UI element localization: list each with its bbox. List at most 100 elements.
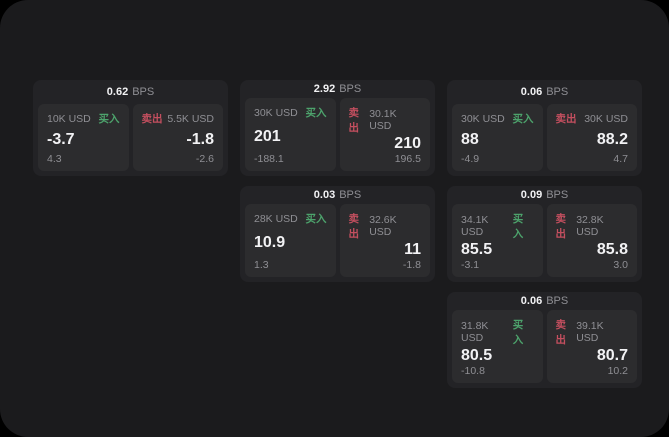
sell-delta: 10.2 xyxy=(607,365,628,377)
card-header: 0.06 BPS xyxy=(452,80,637,104)
buy-panel[interactable]: 30K USD 买入 88 -4.9 xyxy=(452,104,543,171)
buy-panel-top: 30K USD 买入 xyxy=(461,111,534,126)
buy-label[interactable]: 买入 xyxy=(512,113,534,125)
sell-delta: 4.7 xyxy=(613,153,628,165)
buy-delta: -3.1 xyxy=(461,259,480,271)
sell-label[interactable]: 卖出 xyxy=(555,319,567,347)
quote-card: 2.92 BPS 30K USD 买入 201 -188.1 卖出 30.1K … xyxy=(240,80,435,176)
sell-panel-top: 卖出 5.5K USD xyxy=(142,111,215,126)
buy-value: 10.9 xyxy=(254,233,286,251)
bps-value: 0.09 xyxy=(520,189,543,202)
buy-amount: 31.8K USD xyxy=(461,320,489,345)
sell-amount: 5.5K USD xyxy=(167,112,214,125)
sell-panel[interactable]: 卖出 30.1K USD 210 196.5 xyxy=(339,98,430,171)
buy-panel-top: 30K USD 买入 xyxy=(254,105,327,120)
bps-value: 0.06 xyxy=(520,295,543,308)
sell-amount: 39.1K USD xyxy=(576,320,604,345)
sell-value: 88.2 xyxy=(596,130,628,148)
sell-amount: 30.1K USD xyxy=(369,108,397,133)
sell-delta: -1.8 xyxy=(402,259,421,271)
sell-value: 80.7 xyxy=(596,347,628,365)
buy-panel[interactable]: 30K USD 买入 201 -188.1 xyxy=(245,98,336,171)
buy-value: 80.5 xyxy=(461,347,493,365)
sell-label[interactable]: 卖出 xyxy=(555,113,577,125)
buy-label[interactable]: 买入 xyxy=(98,113,120,125)
sell-amount: 32.8K USD xyxy=(576,214,604,239)
buy-label[interactable]: 买入 xyxy=(305,213,327,226)
bps-unit-label: BPS xyxy=(546,295,569,308)
sell-label[interactable]: 卖出 xyxy=(348,107,360,135)
buy-delta: -188.1 xyxy=(254,153,284,165)
buy-panel-top: 28K USD 买入 xyxy=(254,211,327,226)
buy-amount: 28K USD xyxy=(254,212,298,225)
quote-panels: 34.1K USD 买入 85.5 -3.1 卖出 32.8K USD 85.8… xyxy=(452,204,637,277)
sell-panel-top: 卖出 30K USD xyxy=(556,111,629,126)
bps-unit-label: BPS xyxy=(339,83,362,96)
buy-panel[interactable]: 34.1K USD 买入 85.5 -3.1 xyxy=(452,204,543,277)
buy-amount: 10K USD xyxy=(47,112,91,125)
sell-delta: 3.0 xyxy=(613,259,628,271)
buy-panel-top: 34.1K USD 买入 xyxy=(461,211,534,241)
sell-amount: 30K USD xyxy=(584,112,628,125)
sell-delta: -2.6 xyxy=(195,153,214,165)
bps-value: 0.62 xyxy=(106,86,129,98)
bps-unit-label: BPS xyxy=(339,189,362,202)
buy-panel[interactable]: 10K USD 买入 -3.7 4.3 xyxy=(38,104,129,171)
card-header: 0.09 BPS xyxy=(452,186,637,204)
quote-card: 0.09 BPS 34.1K USD 买入 85.5 -3.1 卖出 32.8K… xyxy=(447,186,642,282)
card-header: 0.06 BPS xyxy=(452,292,637,310)
sell-panel-top: 卖出 32.8K USD xyxy=(556,211,629,241)
bps-value: 0.06 xyxy=(520,86,543,98)
sell-panel[interactable]: 卖出 32.6K USD 11 -1.8 xyxy=(339,204,430,277)
quote-panels: 31.8K USD 买入 80.5 -10.8 卖出 39.1K USD 80.… xyxy=(452,310,637,383)
buy-amount: 34.1K USD xyxy=(461,214,489,239)
buy-amount: 30K USD xyxy=(254,106,298,119)
sell-panel[interactable]: 卖出 32.8K USD 85.8 3.0 xyxy=(546,204,637,277)
bps-unit-label: BPS xyxy=(546,189,569,202)
buy-amount: 30K USD xyxy=(461,112,505,125)
sell-label[interactable]: 卖出 xyxy=(348,213,360,241)
bps-unit-label: BPS xyxy=(546,86,569,98)
sell-label[interactable]: 卖出 xyxy=(555,213,567,241)
quote-card: 0.06 BPS 31.8K USD 买入 80.5 -10.8 卖出 39.1… xyxy=(447,292,642,388)
sell-delta: 196.5 xyxy=(394,153,421,165)
buy-panel[interactable]: 31.8K USD 买入 80.5 -10.8 xyxy=(452,310,543,383)
sell-panel-top: 卖出 30.1K USD xyxy=(349,105,422,135)
sell-panel[interactable]: 卖出 5.5K USD -1.8 -2.6 xyxy=(132,104,223,171)
card-header: 0.03 BPS xyxy=(245,186,430,204)
sell-value: 210 xyxy=(394,135,421,153)
sell-panel[interactable]: 卖出 39.1K USD 80.7 10.2 xyxy=(546,310,637,383)
buy-value: -3.7 xyxy=(47,130,75,148)
sell-panel[interactable]: 卖出 30K USD 88.2 4.7 xyxy=(546,104,637,171)
sell-value: -1.8 xyxy=(186,130,214,148)
sell-value: 85.8 xyxy=(596,241,628,259)
sell-amount: 32.6K USD xyxy=(369,214,397,239)
buy-label[interactable]: 买入 xyxy=(305,107,327,120)
bps-value: 0.03 xyxy=(313,189,336,202)
quote-panels: 30K USD 买入 201 -188.1 卖出 30.1K USD 210 1… xyxy=(245,98,430,171)
bps-unit-label: BPS xyxy=(132,86,155,98)
buy-delta: -10.8 xyxy=(461,365,485,377)
buy-panel-top: 31.8K USD 买入 xyxy=(461,317,534,347)
buy-panel[interactable]: 28K USD 买入 10.9 1.3 xyxy=(245,204,336,277)
quote-cards-grid: 0.62 BPS 10K USD 买入 -3.7 4.3 卖出 5.5K USD… xyxy=(33,80,642,388)
buy-value: 201 xyxy=(254,127,281,145)
buy-label[interactable]: 买入 xyxy=(512,319,524,347)
sell-label[interactable]: 卖出 xyxy=(141,113,163,125)
quote-card: 0.03 BPS 28K USD 买入 10.9 1.3 卖出 32.6K US… xyxy=(240,186,435,282)
buy-label[interactable]: 买入 xyxy=(512,213,524,241)
sell-panel-top: 卖出 32.6K USD xyxy=(349,211,422,241)
sell-value: 11 xyxy=(404,241,421,259)
quote-card: 0.06 BPS 30K USD 买入 88 -4.9 卖出 30K USD 8… xyxy=(447,80,642,176)
card-header: 2.92 BPS xyxy=(245,80,430,98)
buy-delta: 4.3 xyxy=(47,153,62,165)
buy-value: 85.5 xyxy=(461,241,493,259)
buy-delta: -4.9 xyxy=(461,153,480,165)
quote-card: 0.62 BPS 10K USD 买入 -3.7 4.3 卖出 5.5K USD… xyxy=(33,80,228,176)
quote-panels: 28K USD 买入 10.9 1.3 卖出 32.6K USD 11 -1.8 xyxy=(245,204,430,277)
sell-panel-top: 卖出 39.1K USD xyxy=(556,317,629,347)
card-header: 0.62 BPS xyxy=(38,80,223,104)
buy-panel-top: 10K USD 买入 xyxy=(47,111,120,126)
bps-value: 2.92 xyxy=(313,83,336,96)
